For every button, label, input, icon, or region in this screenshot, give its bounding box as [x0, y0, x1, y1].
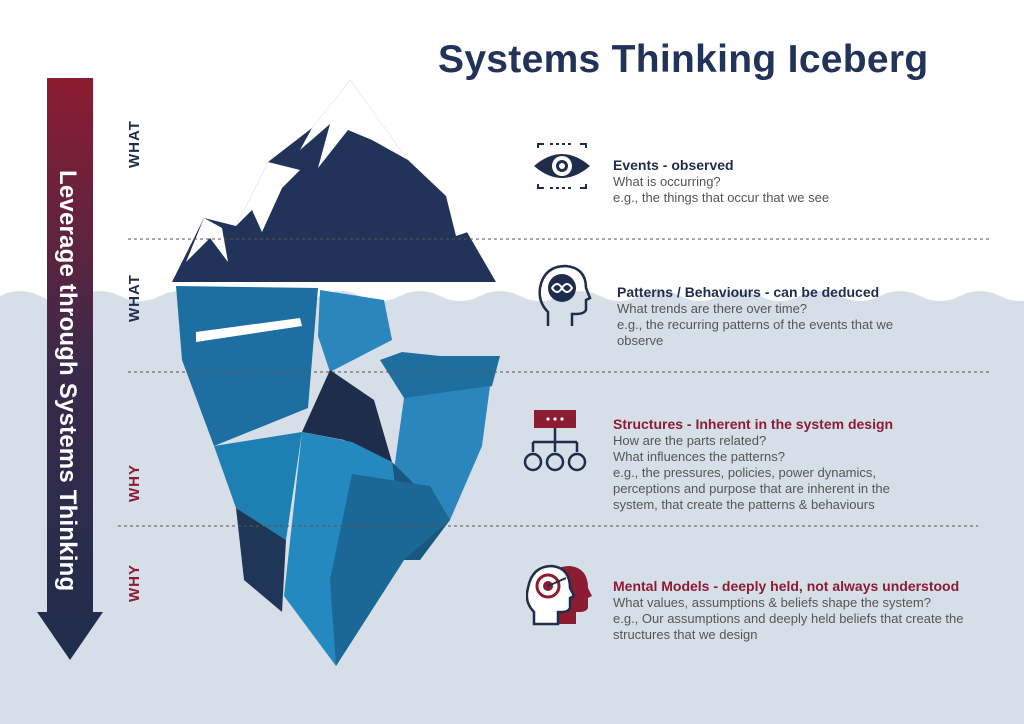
hierarchy-icon	[523, 410, 587, 472]
head-loop-icon	[538, 264, 592, 326]
eye-icon	[534, 143, 590, 189]
level-line: structures that we design	[613, 627, 758, 642]
page-title: Systems Thinking Iceberg	[438, 38, 929, 81]
side-label-what-1: WHAT	[126, 120, 143, 168]
level-line: What influences the patterns?	[613, 449, 785, 464]
iceberg-snow	[446, 196, 468, 236]
level-heading: Events - observed	[613, 157, 734, 173]
iceberg-snow	[300, 80, 408, 168]
level-events: Events - observed What is occurring? e.g…	[613, 156, 1013, 206]
side-label-why-1: WHY	[126, 464, 143, 502]
level-line: observe	[617, 333, 664, 348]
ice-crack	[196, 318, 302, 342]
level-patterns: Patterns / Behaviours - can be deduced W…	[617, 283, 1017, 349]
level-heading: Mental Models - deeply held, not always …	[613, 578, 960, 594]
level-line: e.g., Our assumptions and deeply held be…	[613, 611, 964, 626]
level-line: system, that create the patterns & behav…	[613, 497, 875, 512]
leverage-label: Leverage through Systems Thinking	[54, 170, 81, 592]
ice-block	[214, 432, 302, 540]
level-line: e.g., the recurring patterns of the even…	[617, 317, 894, 332]
side-label-what-2: WHAT	[126, 274, 143, 322]
level-heading: Structures - Inherent in the system desi…	[613, 416, 894, 432]
level-line: What trends are there over time?	[617, 301, 808, 316]
iceberg-tip	[172, 80, 496, 282]
level-line: How are the parts related?	[613, 433, 767, 448]
ice-block	[380, 352, 500, 400]
level-structures: Structures - Inherent in the system desi…	[613, 415, 1013, 513]
heads-target-icon	[526, 564, 592, 626]
level-line: What values, assumptions & beliefs shape…	[613, 595, 931, 610]
leverage-arrow-label-area: Leverage through Systems Thinking	[35, 78, 95, 608]
side-label-why-2: WHY	[126, 564, 143, 602]
ice-block	[318, 290, 392, 372]
level-line: e.g., the things that occur that we see	[613, 190, 830, 205]
level-heading: Patterns / Behaviours - can be deduced	[617, 284, 880, 300]
level-mental-models: Mental Models - deeply held, not always …	[613, 577, 1013, 643]
ice-block	[236, 508, 286, 612]
iceberg-snow	[186, 218, 228, 262]
ice-block	[302, 370, 392, 462]
iceberg-snow	[236, 162, 300, 232]
level-line: What is occurring?	[613, 174, 721, 189]
level-line: perceptions and purpose that are inheren…	[613, 481, 890, 496]
level-line: e.g., the pressures, policies, power dyn…	[613, 465, 877, 480]
leverage-arrow	[37, 78, 103, 660]
ice-block	[330, 474, 450, 666]
